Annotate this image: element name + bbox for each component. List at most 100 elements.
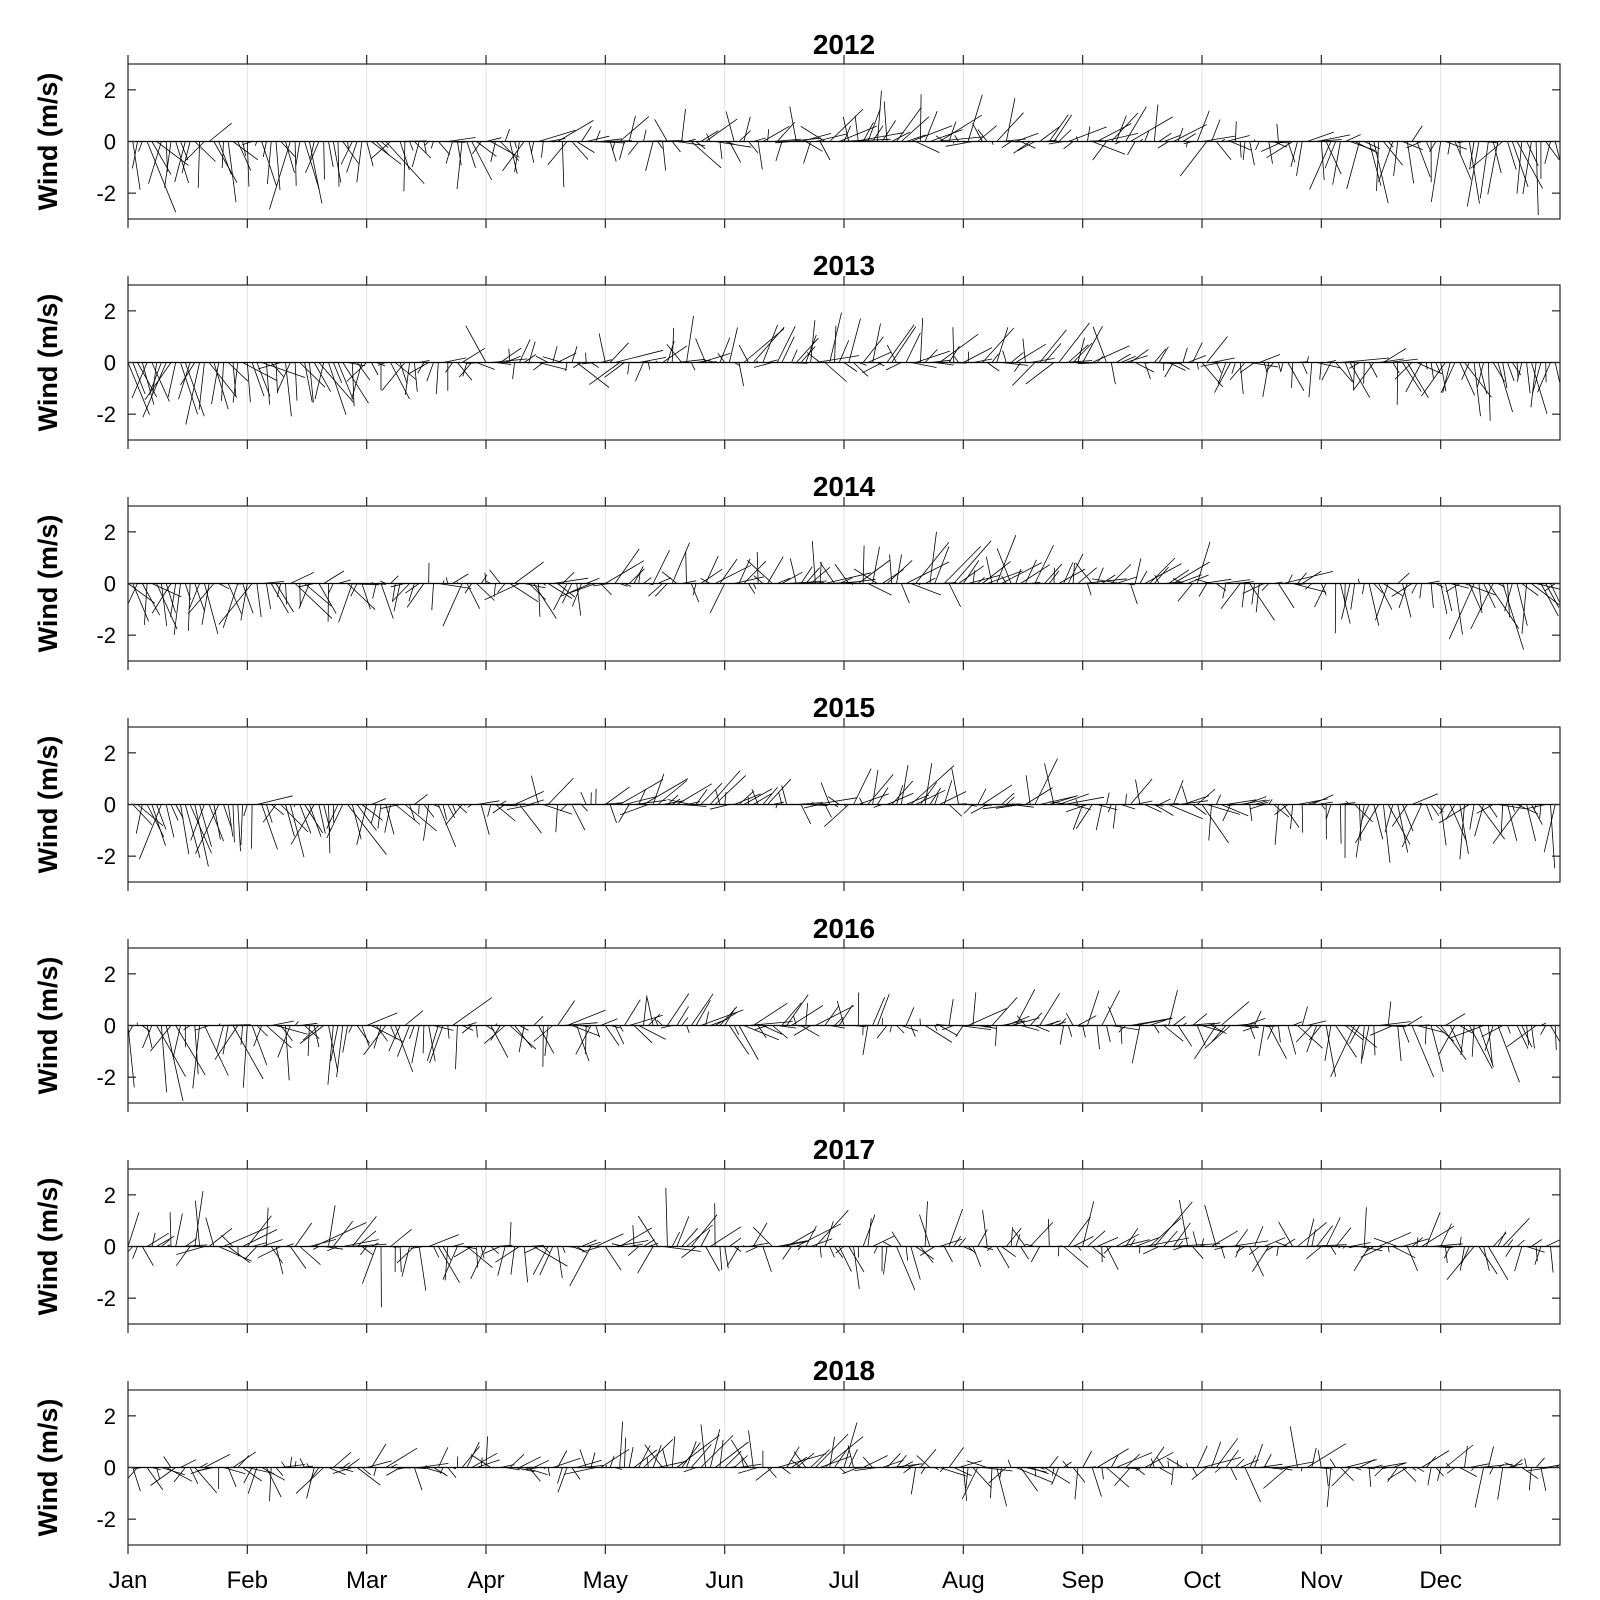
wind-stick — [648, 583, 663, 597]
wind-stick — [838, 1467, 847, 1474]
wind-stick — [800, 566, 813, 584]
wind-stick — [717, 352, 726, 363]
wind-stick — [1446, 1462, 1451, 1468]
wind-stick — [195, 804, 220, 854]
wind-stick — [197, 141, 200, 188]
wind-stick — [1290, 141, 1298, 167]
wind-stick — [1397, 572, 1410, 584]
wind-stick — [242, 583, 254, 614]
wind-stick — [661, 571, 678, 584]
wind-sticks — [128, 531, 1560, 650]
wind-stick — [700, 130, 719, 142]
wind-stick — [746, 560, 773, 584]
y-tick-label: -2 — [96, 1065, 116, 1090]
wind-stick — [624, 999, 641, 1026]
wind-stick — [1325, 1217, 1341, 1247]
wind-stick — [1478, 362, 1488, 395]
wind-stick — [1469, 804, 1475, 830]
wind-stick — [1292, 1021, 1303, 1026]
wind-stick — [1077, 1015, 1097, 1026]
wind-stick — [299, 362, 326, 388]
wind-stick — [1387, 1001, 1392, 1026]
wind-stick — [1211, 1025, 1227, 1042]
wind-stick — [681, 1246, 697, 1259]
wind-stick — [1387, 141, 1394, 148]
wind-stick — [958, 565, 985, 584]
wind-stick — [256, 583, 262, 617]
wind-stick — [1459, 804, 1465, 860]
wind-stick — [1168, 362, 1186, 371]
wind-stick — [1341, 583, 1351, 620]
wind-stick — [700, 353, 731, 363]
wind-stick — [1283, 1461, 1314, 1468]
wind-stick — [1368, 583, 1380, 626]
wind-stick — [528, 1467, 541, 1482]
wind-stick — [485, 1436, 488, 1468]
wind-stick — [619, 779, 664, 805]
wind-stick — [254, 141, 258, 146]
wind-stick — [342, 1025, 348, 1053]
wind-stick — [867, 583, 892, 596]
wind-stick — [447, 1025, 450, 1039]
wind-stick — [318, 583, 337, 614]
wind-stick — [447, 137, 476, 142]
wind-stick — [1440, 362, 1456, 393]
wind-stick — [1230, 1240, 1269, 1247]
wind-stick — [1134, 1467, 1145, 1476]
month-label: Jul — [829, 1567, 860, 1594]
wind-stick — [1072, 562, 1075, 584]
wind-stick — [1002, 350, 1007, 363]
wind-stick — [1416, 1467, 1425, 1473]
wind-stick — [910, 125, 953, 142]
wind-stick — [232, 1025, 264, 1080]
wind-stick — [142, 1025, 151, 1033]
wind-stick — [445, 804, 463, 825]
wind-stick — [1544, 141, 1551, 164]
wind-stick — [853, 362, 869, 377]
wind-stick — [1369, 1025, 1394, 1036]
wind-stick — [464, 583, 473, 594]
wind-stick — [667, 799, 692, 805]
wind-stick — [323, 570, 345, 584]
wind-stick — [862, 336, 884, 363]
wind-stick — [151, 1232, 156, 1247]
wind-stick — [901, 1025, 919, 1032]
wind-stick — [810, 1238, 833, 1247]
wind-stick — [635, 362, 644, 382]
wind-stick — [1516, 1025, 1529, 1049]
wind-stick — [1030, 358, 1055, 363]
wind-stick — [1466, 141, 1480, 207]
wind-stick — [1067, 1025, 1073, 1037]
wind-stick — [518, 1025, 525, 1053]
wind-stick — [414, 1467, 423, 1491]
wind-stick — [1005, 98, 1016, 142]
wind-stick — [1192, 804, 1207, 815]
wind-stick — [557, 352, 577, 363]
wind-stick — [213, 362, 229, 410]
wind-stick — [221, 1235, 234, 1247]
wind-stick — [185, 362, 200, 425]
wind-stick — [298, 583, 310, 609]
wind-stick — [1211, 1441, 1222, 1468]
wind-stick — [666, 344, 683, 363]
wind-stick — [519, 339, 531, 363]
wind-stick — [1068, 126, 1107, 142]
wind-stick — [165, 1025, 184, 1102]
month-label: Dec — [1419, 1567, 1462, 1594]
wind-stick — [1082, 1450, 1092, 1468]
wind-stick — [1220, 583, 1241, 609]
wind-stick — [381, 362, 406, 391]
wind-stick — [1158, 1467, 1173, 1476]
wind-stick — [1249, 141, 1255, 166]
wind-stick — [1261, 583, 1270, 591]
wind-stick — [781, 1002, 802, 1026]
wind-stick — [920, 1246, 934, 1264]
wind-stick — [843, 578, 876, 584]
wind-stick — [1440, 1223, 1452, 1247]
wind-stick — [194, 583, 206, 612]
wind-stick — [1278, 362, 1282, 372]
wind-stick — [261, 1239, 283, 1247]
wind-stick — [1249, 1246, 1264, 1277]
wind-stick — [1063, 1246, 1089, 1268]
wind-stick — [1345, 134, 1361, 142]
